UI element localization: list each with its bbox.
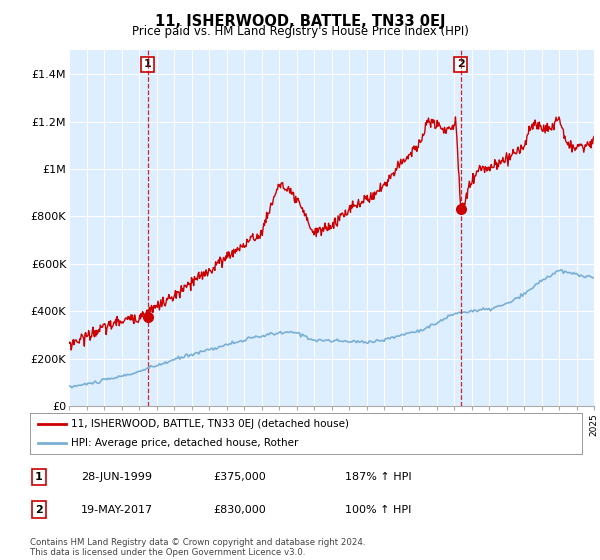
Text: Contains HM Land Registry data © Crown copyright and database right 2024.
This d: Contains HM Land Registry data © Crown c… (30, 538, 365, 557)
Text: £375,000: £375,000 (213, 472, 266, 482)
Text: 19-MAY-2017: 19-MAY-2017 (81, 505, 153, 515)
Text: HPI: Average price, detached house, Rother: HPI: Average price, detached house, Roth… (71, 438, 299, 449)
Text: 2: 2 (35, 505, 43, 515)
Text: 1: 1 (144, 59, 152, 69)
Text: 11, ISHERWOOD, BATTLE, TN33 0EJ: 11, ISHERWOOD, BATTLE, TN33 0EJ (155, 14, 445, 29)
Text: 100% ↑ HPI: 100% ↑ HPI (345, 505, 412, 515)
Text: 1: 1 (35, 472, 43, 482)
Text: 2: 2 (457, 59, 464, 69)
Text: £830,000: £830,000 (213, 505, 266, 515)
Text: 28-JUN-1999: 28-JUN-1999 (81, 472, 152, 482)
Text: 187% ↑ HPI: 187% ↑ HPI (345, 472, 412, 482)
Text: Price paid vs. HM Land Registry's House Price Index (HPI): Price paid vs. HM Land Registry's House … (131, 25, 469, 38)
Text: 11, ISHERWOOD, BATTLE, TN33 0EJ (detached house): 11, ISHERWOOD, BATTLE, TN33 0EJ (detache… (71, 419, 349, 429)
